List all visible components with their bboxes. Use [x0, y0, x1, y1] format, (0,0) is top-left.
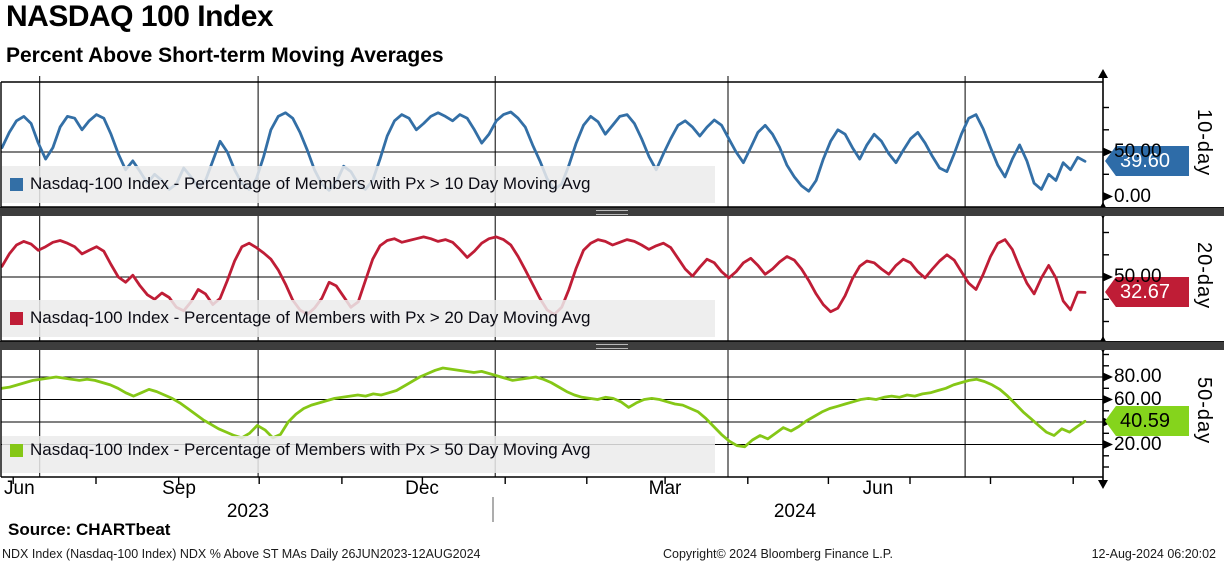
month-label: Jun — [4, 478, 35, 499]
ytick-label: 60.00 — [1114, 389, 1162, 410]
panel-title-10-day: 10-day — [1193, 108, 1215, 176]
legend-label-10-day: Nasdaq-100 Index - Percentage of Members… — [30, 174, 591, 193]
month-label: Dec — [405, 478, 439, 499]
legend-marker-50-day — [10, 443, 23, 457]
last-value-badge-50-day: 40.59 — [1105, 406, 1189, 436]
ytick-label: 20.00 — [1114, 434, 1162, 455]
ytick-label: 50.00 — [1114, 141, 1162, 162]
legend-50-day: Nasdaq-100 Index - Percentage of Members… — [10, 440, 591, 460]
legend-marker-20-day — [10, 311, 23, 325]
legend-label-50-day: Nasdaq-100 Index - Percentage of Members… — [30, 440, 591, 459]
last-value-badge-20-day: 32.67 — [1105, 277, 1189, 307]
footer-meta: NDX Index (Nasdaq-100 Index) NDX % Above… — [2, 547, 481, 561]
page-subtitle: Percent Above Short-term Moving Averages — [6, 44, 444, 67]
month-label: Jun — [862, 478, 894, 499]
legend-marker-10-day — [10, 177, 23, 191]
ytick-label: 0.00 — [1114, 186, 1151, 207]
legend-label-20-day: Nasdaq-100 Index - Percentage of Members… — [30, 308, 591, 327]
divider-grip-icon[interactable] — [596, 210, 628, 215]
year-label: 2023 — [226, 501, 270, 522]
legend-20-day: Nasdaq-100 Index - Percentage of Members… — [10, 308, 591, 328]
divider-grip-icon[interactable] — [596, 344, 628, 349]
panel-title-50-day: 50-day — [1193, 377, 1215, 445]
source-label: Source: CHARTbeat — [8, 520, 171, 539]
panel-divider-2[interactable] — [0, 341, 1224, 350]
month-label: Sep — [162, 478, 196, 499]
year-label: 2024 — [773, 501, 817, 522]
ytick-label: 50.00 — [1114, 266, 1162, 287]
ytick-label: 80.00 — [1114, 366, 1162, 387]
footer-copyright: Copyright© 2024 Bloomberg Finance L.P. — [663, 547, 893, 561]
panel-title-20-day: 20-day — [1193, 242, 1215, 310]
legend-10-day: Nasdaq-100 Index - Percentage of Members… — [10, 174, 591, 194]
page-title: NASDAQ 100 Index — [6, 0, 274, 33]
footer-timestamp: 12-Aug-2024 06:20:02 — [1091, 547, 1216, 561]
month-label: Mar — [648, 478, 682, 499]
last-value-badge-10-day: 39.60 — [1105, 146, 1189, 176]
panel-divider-1[interactable] — [0, 207, 1224, 216]
